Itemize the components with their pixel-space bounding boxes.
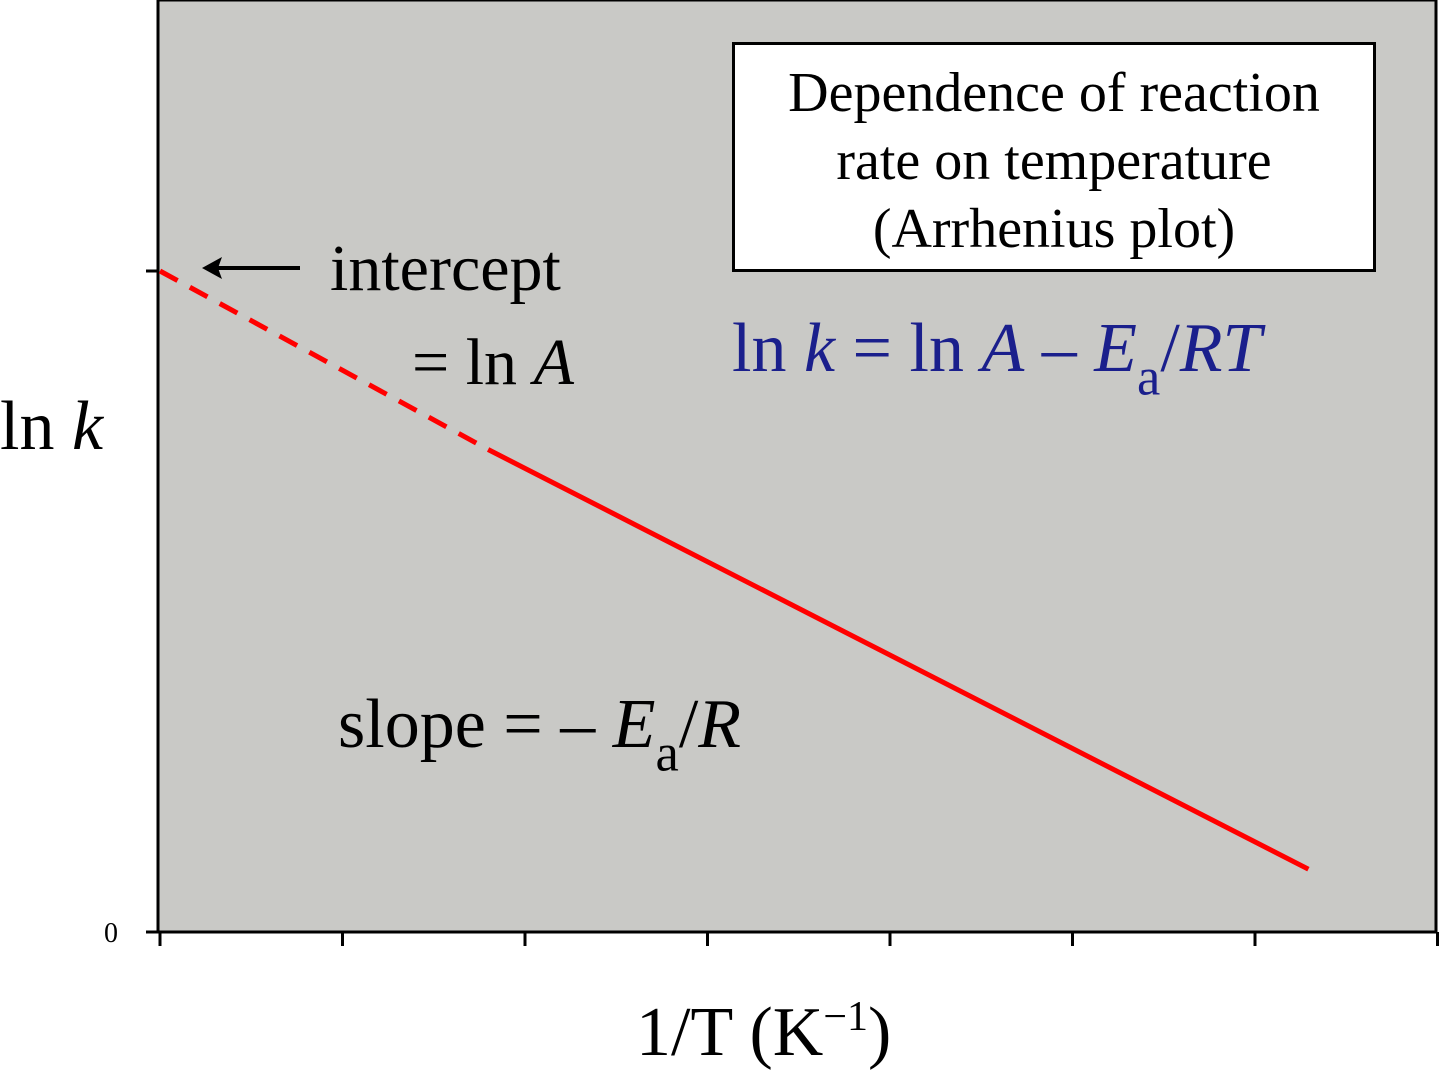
title-line-2: rate on temperature xyxy=(836,130,1272,192)
arrhenius-equation: ln k = ln A – Ea/RT xyxy=(732,310,1262,407)
extrapolated-line xyxy=(158,268,490,452)
title-line-1: Dependence of reaction xyxy=(788,62,1320,124)
series-lines xyxy=(158,268,1310,872)
title-line-3: (Arrhenius plot) xyxy=(872,198,1236,260)
chart-title-box: Dependence of reaction rate on temperatu… xyxy=(732,42,1376,272)
data-line xyxy=(486,447,1310,872)
intercept-arrow xyxy=(202,257,300,279)
x-ticks xyxy=(158,932,1439,946)
slope-annotation: slope = – Ea/R xyxy=(338,686,742,783)
x-axis-label: 1/T (K−1) xyxy=(636,993,892,1071)
intercept-label: intercept xyxy=(330,232,561,305)
y-axis-label: ln k xyxy=(0,388,104,465)
intercept-equation: = ln A xyxy=(412,326,574,399)
y-tick-label-0: 0 xyxy=(104,918,118,949)
